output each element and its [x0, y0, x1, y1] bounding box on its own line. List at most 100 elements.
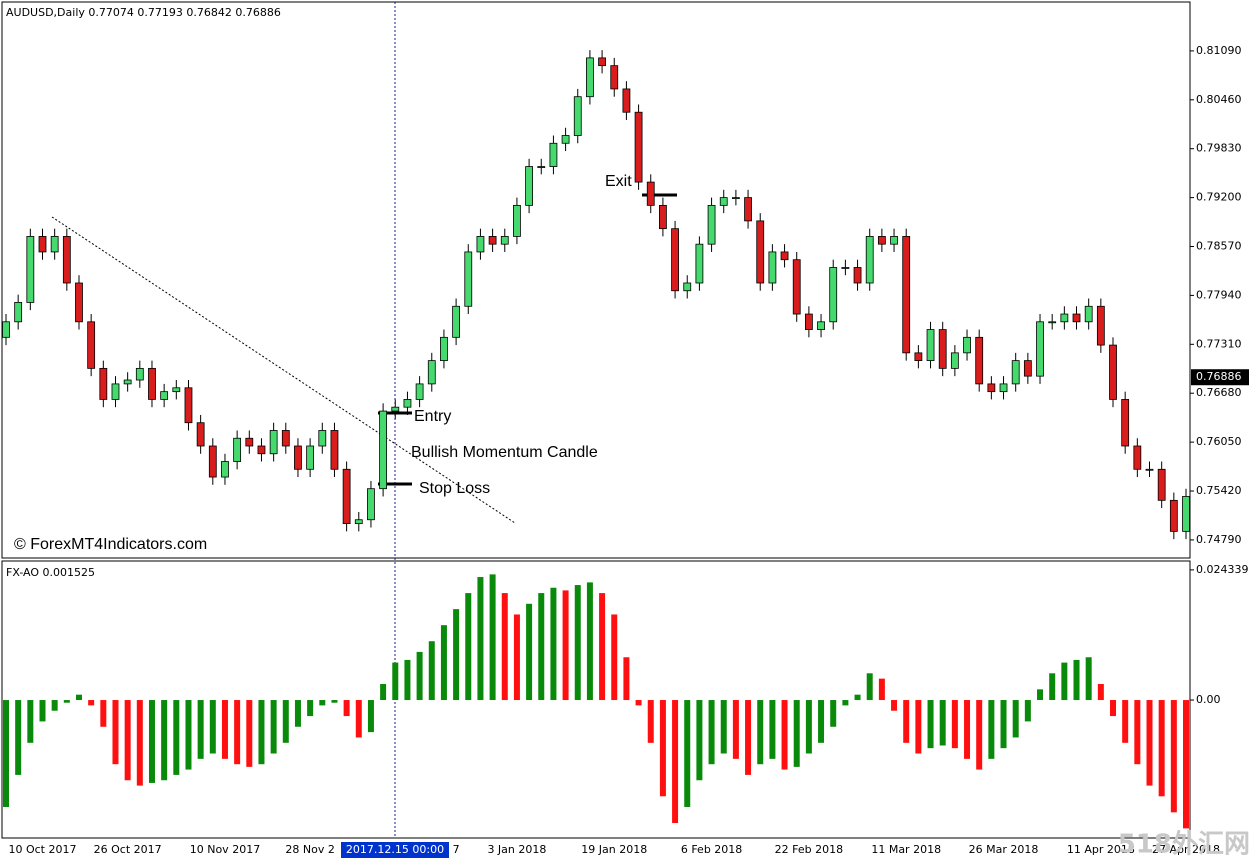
crosshair-label: 2017.12.15 00:00: [346, 843, 444, 856]
candle-body: [452, 305, 461, 338]
candle-body: [1048, 321, 1057, 324]
candle-body: [62, 236, 71, 284]
ao-bar: [611, 614, 618, 701]
last-price-label: 0.76886: [1196, 370, 1242, 383]
ao-bar: [477, 577, 484, 701]
ao-bar: [1110, 700, 1117, 717]
ao-bar: [599, 593, 606, 701]
ao-bar: [75, 694, 82, 701]
ao-bar: [161, 700, 168, 781]
ao-bar: [88, 700, 95, 706]
ao-bar: [367, 700, 374, 733]
candle-body: [841, 267, 850, 269]
ao-bar: [538, 593, 545, 701]
candle-body: [50, 236, 59, 253]
x-tick-label: 3 Jan 2018: [487, 843, 546, 856]
annotation: Bullish Momentum Candle: [411, 444, 598, 461]
x-tick-label: 22 Feb 2018: [775, 843, 843, 856]
candle-body: [379, 410, 388, 490]
ao-bar: [319, 700, 326, 706]
ao-bar: [951, 700, 958, 749]
ao-bar: [562, 590, 569, 701]
ao-bar: [1158, 700, 1165, 797]
candle-body: [659, 204, 667, 230]
candle-body: [1145, 468, 1154, 471]
candle-body: [342, 468, 351, 525]
ao-bar: [513, 614, 520, 701]
y-tick-label: 0.75420: [1196, 484, 1242, 497]
candle-body: [38, 236, 47, 253]
candle-body: [148, 367, 156, 400]
ao-bar: [63, 700, 70, 703]
candle-body: [987, 383, 996, 393]
candle-body: [1036, 321, 1044, 377]
ao-bar: [854, 694, 861, 701]
candle-body: [1096, 305, 1105, 346]
candle-body: [975, 336, 984, 385]
ao-bar: [757, 700, 764, 765]
candle-body: [26, 236, 35, 303]
ao-bar: [51, 700, 58, 711]
candle-body: [719, 197, 728, 206]
ao-bar: [708, 700, 715, 765]
candle-body: [561, 135, 570, 144]
candle-body: [804, 313, 813, 330]
candle-body: [1072, 313, 1081, 323]
annotation: Exit: [605, 173, 632, 190]
ao-bar: [282, 700, 289, 743]
candle-body: [780, 251, 789, 261]
candle-body: [1109, 344, 1117, 400]
ao-bar: [1146, 700, 1153, 786]
watermark: 518外汇网: [1118, 830, 1250, 860]
ao-bar: [574, 585, 581, 701]
ao-bar: [294, 700, 301, 727]
ao-bar: [440, 625, 447, 701]
candle-body: [598, 57, 606, 67]
candle-body: [221, 461, 229, 478]
ao-bar: [1085, 657, 1092, 701]
ao-bar: [818, 700, 825, 743]
ao-bar: [842, 700, 849, 706]
ao-bar: [1134, 700, 1141, 765]
ao-bar: [148, 700, 155, 783]
y-tick-label: 0.77310: [1196, 337, 1242, 350]
candle-body: [281, 430, 290, 447]
y-tick-label: 0.76680: [1196, 386, 1242, 399]
ao-bar: [15, 700, 22, 775]
ao-bar: [635, 700, 642, 706]
ao-bar: [234, 700, 241, 765]
ao-bar: [623, 657, 630, 701]
y-tick-label: 0.79200: [1196, 191, 1242, 204]
x-tick-label: 27 Apr 2018: [1152, 843, 1220, 856]
candle-body: [403, 399, 412, 408]
ao-bar: [1000, 700, 1007, 749]
ao-bar: [805, 700, 812, 754]
candle-body: [464, 251, 473, 307]
ao-title: FX-AO 0.001525: [6, 566, 95, 579]
main-panel: [1, 1, 1191, 559]
y-tick-label: 0.78570: [1196, 240, 1242, 253]
candle-body: [233, 437, 242, 462]
copyright: © ForexMT4Indicators.com: [14, 536, 207, 553]
x-tick-label: 26 Mar 2018: [969, 843, 1039, 856]
candle-body: [853, 267, 862, 284]
candle-body: [683, 282, 692, 292]
candle-body: [890, 236, 898, 245]
ao-bar: [100, 700, 107, 727]
ao-bar: [1170, 700, 1177, 813]
candle-body: [318, 430, 327, 447]
candle-body: [513, 204, 521, 237]
ao-bar: [720, 700, 727, 754]
y-tick-label: 0.79830: [1196, 142, 1242, 155]
x-tick-label: 11 Apr 2018: [1067, 843, 1135, 856]
y-tick-label: 0.74790: [1196, 533, 1242, 546]
ao-bar: [270, 700, 277, 754]
ao-bar: [1061, 662, 1068, 701]
candle-body: [792, 259, 801, 315]
ao-bar: [501, 593, 508, 701]
ao-bar: [27, 700, 34, 743]
candle-body: [354, 519, 363, 525]
y-tick-label: 0.80460: [1196, 93, 1242, 106]
x-tick-label: 6 Feb 2018: [681, 843, 742, 856]
candle-body: [586, 57, 594, 98]
